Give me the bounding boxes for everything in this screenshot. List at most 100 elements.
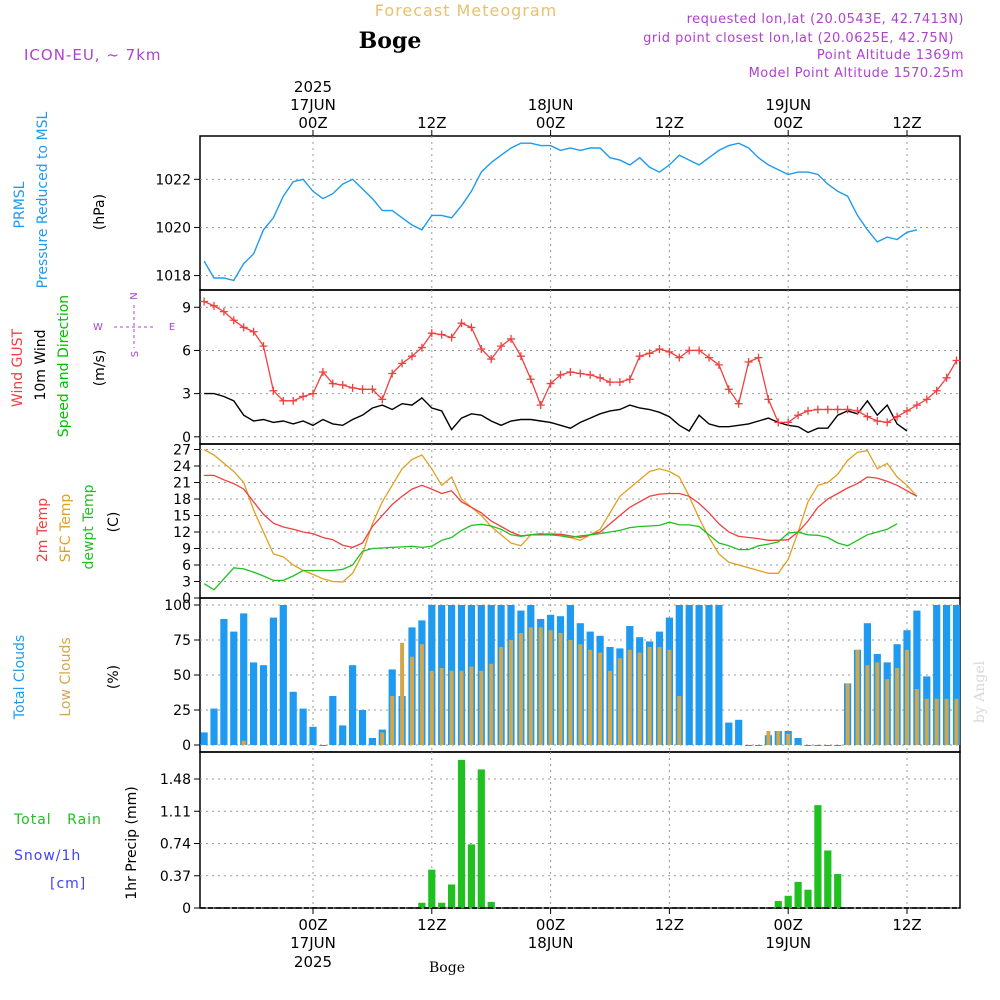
low-clouds-bar <box>568 640 573 745</box>
model-altitude: Model Point Altitude 1570.25m <box>749 66 964 81</box>
gust-point <box>596 373 605 382</box>
total-clouds-bar <box>210 708 218 745</box>
meteogram-title: Forecast Meteogram <box>375 1 557 20</box>
total-clouds-label: Total Clouds <box>12 635 28 720</box>
gust-point <box>705 353 713 362</box>
low-clouds-bar <box>934 698 939 745</box>
low-clouds-bar <box>499 647 504 745</box>
low-clouds-bar <box>449 670 454 745</box>
rain-bar <box>428 869 436 908</box>
gust-point <box>714 360 723 369</box>
low-clouds-bar <box>538 627 543 745</box>
snow-unit-label: [cm] <box>50 876 86 892</box>
gust-point <box>398 359 407 368</box>
low-clouds-bar <box>400 642 405 745</box>
bottom-tick-label: 12Z <box>655 916 684 934</box>
clouds-unit-label: (%) <box>106 665 122 689</box>
total-clouds-bar <box>834 745 842 746</box>
precip-panel: Total Rain Snow/1h [cm] 1hr Precip (mm) … <box>13 751 961 917</box>
bottom-date-label: 19JUN <box>765 934 811 952</box>
rain-bar <box>448 884 456 908</box>
total-clouds-bar <box>289 691 297 745</box>
gust-point <box>615 378 624 387</box>
low-clouds-bar <box>578 644 583 745</box>
low-clouds-bar <box>608 670 612 745</box>
gust-point <box>556 370 565 379</box>
total-clouds-bar <box>230 631 238 745</box>
rain-bar <box>477 769 485 908</box>
low-clouds-bar <box>518 633 523 745</box>
model-label: ICON-EU, ~ 7km <box>24 46 162 64</box>
compass-south: S <box>130 351 141 357</box>
low-clouds-bar <box>647 647 652 745</box>
total-clouds-bar <box>735 719 743 745</box>
y-tick-label: 0.74 <box>160 837 191 853</box>
y-tick-label: 75 <box>173 633 191 649</box>
pressure-line <box>203 142 918 282</box>
gust-point <box>249 327 258 336</box>
temp-2m-line <box>204 474 918 549</box>
gust-point <box>912 401 921 410</box>
total-clouds-bar <box>250 662 258 745</box>
prmsl-label: PRMSL <box>12 181 28 228</box>
low-clouds-bar <box>528 627 533 745</box>
gust-point <box>675 353 684 362</box>
top-date-label: 17JUN <box>290 96 336 114</box>
wind-panel: Wind GUST 10m Wind Speed and Direction (… <box>10 289 961 446</box>
top-tick-label: 12Z <box>892 114 921 132</box>
total-clouds-bar <box>705 605 713 745</box>
y-tick-label: 12 <box>173 525 191 541</box>
low-clouds-bar <box>895 668 900 745</box>
gust-point <box>309 389 317 398</box>
low-clouds-bar <box>479 670 484 745</box>
bottom-tick-label: 00Z <box>774 916 803 934</box>
total-clouds-bar <box>933 605 941 745</box>
gust-point <box>289 396 298 405</box>
pressure-panel: PRMSL Pressure Reduced to MSL (hPa) 1018… <box>12 111 961 291</box>
wind-gust-label: Wind GUST <box>10 328 26 407</box>
low-clouds-bar <box>380 732 385 745</box>
wind-direction-label: Speed and Direction <box>56 295 72 437</box>
total-clouds-bar <box>715 605 723 745</box>
gust-point <box>883 418 892 427</box>
gust-point <box>299 392 308 401</box>
gust-point <box>843 405 852 414</box>
top-tick-label: 12Z <box>417 114 446 132</box>
low-clouds-bar <box>657 647 662 745</box>
low-clouds-bar <box>637 652 642 745</box>
low-clouds-bar <box>588 649 593 745</box>
compass-west: W <box>93 322 103 333</box>
low-clouds-bar <box>241 740 246 745</box>
total-clouds-bar <box>349 665 357 745</box>
temp-2m-label: 2m Temp <box>35 498 51 562</box>
gust-point <box>368 385 377 394</box>
compass-rose: N S W E <box>93 292 175 357</box>
gust-point <box>239 323 248 332</box>
top-date-label: 19JUN <box>765 96 811 114</box>
total-clouds-bar <box>279 605 287 745</box>
bottom-tick-label: 12Z <box>417 916 446 934</box>
low-clouds-bar <box>558 633 563 745</box>
total-clouds-bar <box>952 605 961 745</box>
dewpt-line <box>203 521 898 591</box>
location-title: Boge <box>359 28 422 54</box>
gust-point <box>823 405 832 414</box>
y-tick-label: 50 <box>173 668 191 684</box>
low-clouds-bar <box>865 665 870 745</box>
total-clouds-bar <box>824 745 832 746</box>
rain-bar <box>824 850 832 908</box>
low-clouds-bar <box>419 644 424 745</box>
gust-point <box>685 346 694 355</box>
temp-unit-label: (C) <box>106 512 122 533</box>
temp-sfc-label: SFC Temp <box>58 494 74 563</box>
wind-10m-label: 10m Wind <box>33 329 49 400</box>
low-clouds-bar <box>439 668 444 745</box>
y-tick-label: 0 <box>182 430 191 446</box>
bottom-tick-label: 00Z <box>298 916 327 934</box>
low-clouds-bar <box>627 649 632 745</box>
gust-point <box>903 406 911 415</box>
y-tick-label: 15 <box>173 509 191 525</box>
gust-point <box>358 385 367 394</box>
temperature-panel: 2m Temp SFC Temp dewpt Temp (C) 03691215… <box>35 443 961 607</box>
y-tick-label: 25 <box>173 703 191 719</box>
